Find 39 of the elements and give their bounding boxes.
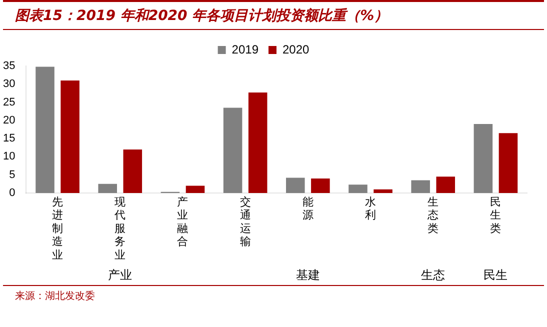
text: 民生 (484, 268, 508, 282)
bar (223, 108, 242, 193)
text: 基建 (296, 268, 320, 282)
bar (348, 184, 368, 193)
y-tick-label: 5 (9, 168, 16, 181)
bar (436, 176, 456, 193)
legend-label: 2019 (232, 42, 259, 56)
legend-label: 2020 (282, 42, 310, 56)
bar (311, 178, 330, 193)
bar (498, 133, 518, 193)
x-tick-label: 民生类 (490, 195, 502, 235)
y-tick-label: 15 (2, 132, 16, 145)
x-tick-label: 现代服务业 (114, 195, 126, 262)
bar (186, 186, 205, 193)
y-tick-label: 10 (2, 150, 16, 163)
y-tick-label: 30 (2, 78, 16, 90)
source-note: 来源：湖北发改委 (3, 285, 544, 306)
bar (98, 184, 117, 193)
x-tick-label: 交通运输 (240, 195, 251, 248)
x-tick-label: 产业融合 (177, 195, 188, 248)
x-tick-label: 先进制造业 (52, 195, 64, 262)
bar (123, 149, 142, 193)
x-tick-label: 生态类 (426, 195, 439, 235)
bar (411, 180, 430, 193)
y-tick-label: 25 (2, 96, 16, 108)
bar (60, 80, 80, 193)
bar (36, 66, 54, 193)
bar (374, 189, 392, 193)
y-tick-label: 35 (2, 60, 16, 72)
text: 产业 (108, 268, 132, 282)
y-tick-label: 0 (9, 187, 16, 200)
bar (286, 178, 305, 193)
bar (248, 92, 268, 193)
x-tick-label: 水利 (365, 195, 376, 222)
x-tick-label: 能源 (302, 195, 314, 222)
bar (474, 124, 493, 193)
chart-title: 图表15：2019 年和2020 年各项目计划投资额比重（%） (3, 0, 544, 30)
text: 生态 (421, 268, 446, 282)
y-tick-label: 20 (2, 114, 16, 126)
